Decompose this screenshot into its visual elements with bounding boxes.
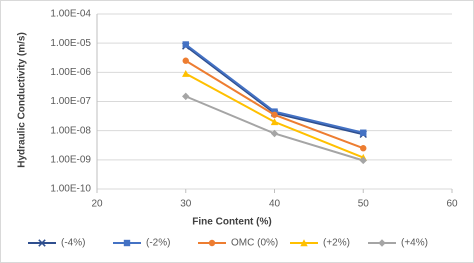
- marker: [270, 129, 279, 138]
- x-tick-label: 60: [446, 199, 458, 210]
- legend-label: (+2%): [323, 238, 350, 249]
- y-tick-label: 1.00E-04: [50, 9, 91, 20]
- x-tick-label: 40: [269, 199, 281, 210]
- marker: [270, 118, 279, 126]
- marker: [182, 69, 190, 77]
- y-axis-title: Hydraulic Conductivity (m/s): [17, 32, 28, 168]
- legend-label: (-4%): [61, 238, 85, 249]
- x-axis-title: Fine Content (%): [192, 217, 271, 228]
- y-tick-label: 1.00E-07: [50, 96, 91, 107]
- y-tick-label: 1.00E-05: [50, 38, 91, 49]
- legend-label: OMC (0%): [231, 238, 278, 249]
- x-tick-label: 50: [358, 199, 370, 210]
- y-tick-label: 1.00E-08: [50, 125, 91, 136]
- marker: [360, 129, 367, 136]
- y-tick-label: 1.00E-10: [50, 184, 91, 195]
- marker: [359, 156, 367, 165]
- legend-marker: [378, 239, 386, 247]
- legend-label: (-2%): [146, 238, 170, 249]
- marker: [360, 145, 367, 152]
- marker: [182, 57, 189, 64]
- x-tick-label: 30: [180, 199, 192, 210]
- legend-label: (+4%): [401, 238, 428, 249]
- legend-marker: [208, 239, 216, 247]
- legend-marker: [123, 239, 131, 247]
- marker: [182, 41, 189, 48]
- marker: [182, 92, 190, 101]
- x-tick-label: 20: [91, 199, 103, 210]
- legend-marker: [300, 239, 308, 247]
- y-tick-label: 1.00E-09: [50, 154, 91, 165]
- legend-marker: [38, 239, 46, 247]
- y-tick-label: 1.00E-06: [50, 67, 91, 78]
- marker: [271, 111, 278, 118]
